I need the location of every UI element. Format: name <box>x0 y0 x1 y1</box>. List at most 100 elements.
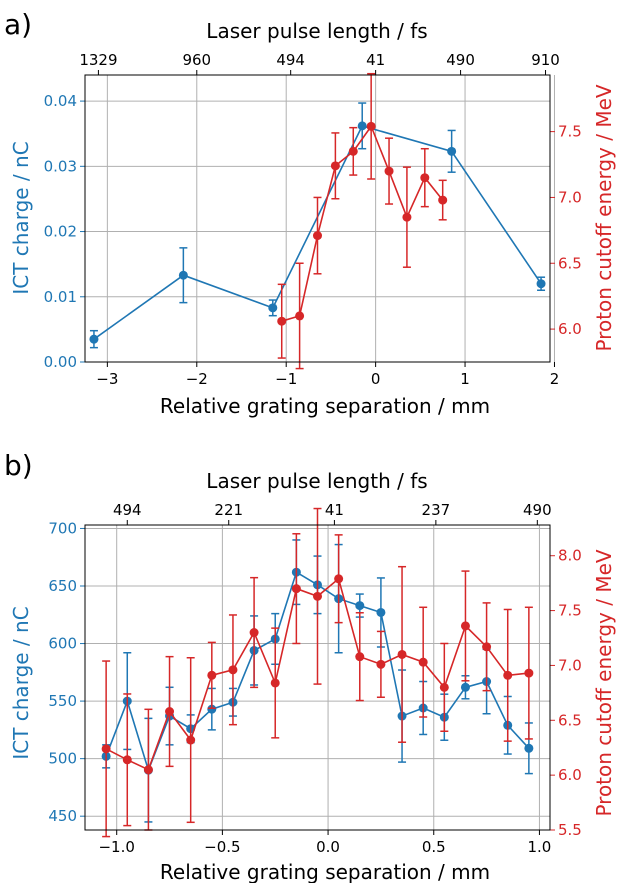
data-point <box>291 584 301 594</box>
data-point <box>355 652 365 662</box>
panel-b-label: b) <box>4 449 33 482</box>
top-tick-label: 490 <box>523 501 552 519</box>
top-tick-label: 221 <box>214 501 243 519</box>
y-left-tick-label: 600 <box>48 635 77 653</box>
data-point <box>402 212 412 222</box>
series-right <box>277 72 448 370</box>
y-left-tick-label: 0.04 <box>44 92 77 110</box>
data-point <box>376 659 386 669</box>
data-point <box>228 665 238 675</box>
data-point <box>186 735 196 745</box>
x-tick-label: 0.5 <box>422 838 446 856</box>
y-right-tick-label: 6.0 <box>558 320 582 338</box>
y-right-tick-label: 6.5 <box>558 254 582 272</box>
x-tick-label: 0.0 <box>316 838 340 856</box>
data-point <box>268 303 278 313</box>
y-right-tick-label: 5.5 <box>558 821 582 839</box>
top-tick-label: 494 <box>113 501 142 519</box>
top-tick-label: 237 <box>422 501 451 519</box>
data-point <box>447 146 457 156</box>
data-point <box>295 311 305 321</box>
data-point <box>366 121 376 131</box>
data-point <box>277 316 287 326</box>
data-point <box>357 121 367 131</box>
data-point <box>122 755 132 765</box>
data-point <box>207 704 217 714</box>
data-point <box>536 279 546 289</box>
y-left-tick-label: 700 <box>48 519 77 537</box>
panel-a-top-xlabel: Laser pulse length / fs <box>206 19 427 43</box>
panel-a: a) Laser pulse length / fs Relative grat… <box>4 8 616 418</box>
x-tick-label: −1 <box>275 370 297 388</box>
data-point <box>376 607 386 617</box>
y-left-tick-label: 0.01 <box>44 288 77 306</box>
data-point <box>418 657 428 667</box>
data-point <box>420 173 430 183</box>
panel-b-series <box>101 507 534 838</box>
y-left-tick-label: 500 <box>48 750 77 768</box>
panel-a-ticks: −3 −2 −1 0 1 2 0.00 0.01 0.02 0.03 0.04 6.0 6.5 7.0 7.… <box>44 51 582 388</box>
y-right-tick-label: 7.5 <box>558 602 582 620</box>
data-point <box>330 161 340 171</box>
data-point <box>397 649 407 659</box>
top-tick-label: 490 <box>446 51 475 69</box>
x-tick-label: 1 <box>460 370 470 388</box>
panel-a-frame <box>84 74 551 363</box>
data-point <box>101 744 111 754</box>
data-point <box>355 601 365 611</box>
panel-a-grid <box>85 75 555 363</box>
panel-b-ylabel-left: ICT charge / nC <box>9 606 33 759</box>
x-tick-label: 0 <box>371 370 381 388</box>
x-tick-label: −0.5 <box>204 838 240 856</box>
data-point <box>178 270 188 280</box>
y-left-tick-label: 550 <box>48 692 77 710</box>
x-tick-label: 1.0 <box>528 838 552 856</box>
y-right-tick-label: 6.5 <box>558 711 582 729</box>
panel-a-xlabel: Relative grating separation / mm <box>160 394 490 418</box>
top-tick-label: 41 <box>325 501 344 519</box>
top-tick-label: 960 <box>182 51 211 69</box>
y-left-tick-label: 0.02 <box>44 223 77 241</box>
top-tick-label: 494 <box>276 51 305 69</box>
data-point <box>439 682 449 692</box>
series-right <box>101 507 534 838</box>
data-point <box>334 574 344 584</box>
y-left-tick-label: 0.00 <box>44 353 77 371</box>
panel-b-frame <box>84 524 551 831</box>
panel-a-label: a) <box>4 8 32 41</box>
data-point <box>460 621 470 631</box>
panel-b-xlabel: Relative grating separation / mm <box>160 860 490 883</box>
y-right-tick-label: 7.0 <box>558 656 582 674</box>
panel-b-ticks: −1.0 −0.5 0.0 0.5 1.0 450 500 550 600 650 700 5.5 6.… <box>48 501 582 856</box>
data-point <box>143 765 153 775</box>
series-line <box>281 124 444 322</box>
data-point <box>207 670 217 680</box>
x-tick-label: −3 <box>96 370 118 388</box>
panel-a-ylabel-left: ICT charge / nC <box>9 141 33 294</box>
top-tick-label: 1329 <box>79 51 117 69</box>
y-left-tick-label: 0.03 <box>44 157 77 175</box>
data-point <box>89 334 99 344</box>
x-tick-label: −2 <box>186 370 208 388</box>
x-tick-label: 2 <box>550 370 560 388</box>
data-point <box>249 628 259 638</box>
y-right-tick-label: 6.0 <box>558 766 582 784</box>
data-point <box>348 146 358 156</box>
data-point <box>524 668 534 678</box>
y-right-tick-label: 7.5 <box>558 123 582 141</box>
top-tick-label: 910 <box>531 51 560 69</box>
data-point <box>438 195 448 205</box>
panel-b-ylabel-right: Proton cutoff energy / MeV <box>592 549 616 816</box>
panel-a-ylabel-right: Proton cutoff energy / MeV <box>592 84 616 351</box>
top-tick-label: 41 <box>366 51 385 69</box>
data-point <box>460 682 470 692</box>
data-point <box>384 166 394 176</box>
data-point <box>165 707 175 717</box>
y-right-tick-label: 8.0 <box>558 547 582 565</box>
data-point <box>503 670 513 680</box>
data-point <box>313 231 322 241</box>
data-point <box>482 642 492 652</box>
data-point <box>270 678 280 688</box>
y-right-tick-label: 7.0 <box>558 188 582 206</box>
